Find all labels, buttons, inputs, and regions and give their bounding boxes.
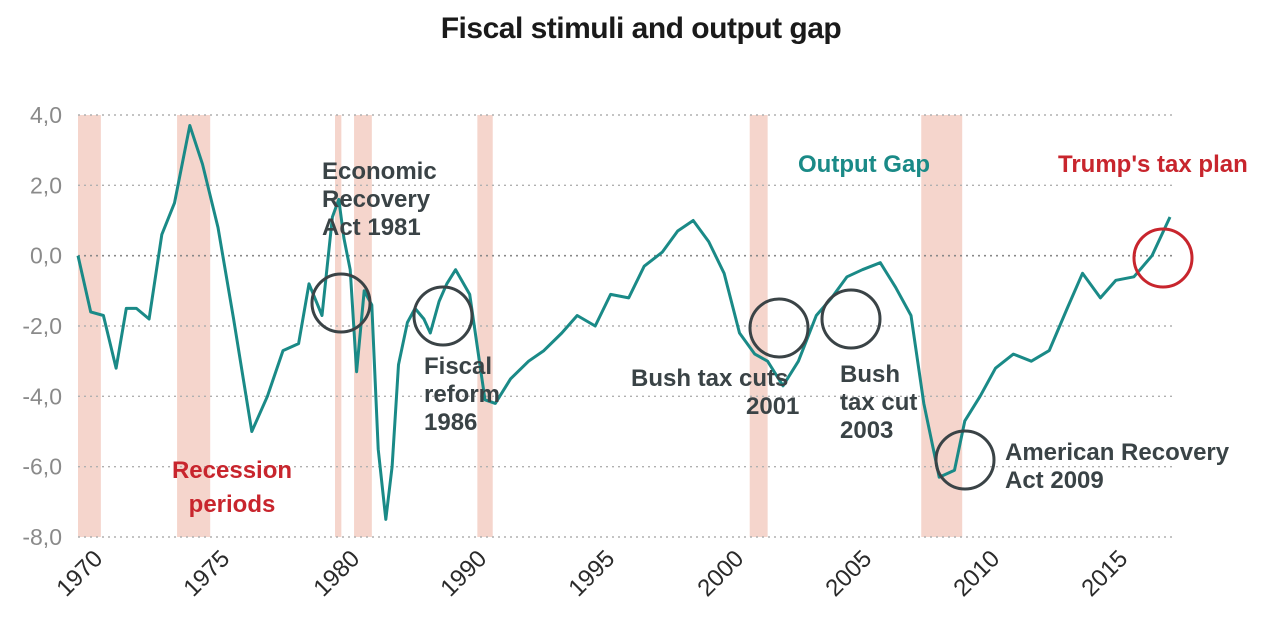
x-tick-label: 2010: [948, 545, 1005, 602]
x-tick-label: 1975: [178, 545, 235, 602]
y-tick-label: 4,0: [30, 102, 62, 128]
fiscal-reform-label-line3: 1986: [424, 409, 477, 436]
bush-2001-label-line1: Bush tax cuts: [631, 365, 788, 392]
erta-circle: [310, 272, 372, 334]
fiscal-reform-label-line1: Fiscal: [424, 353, 492, 380]
x-tick-label: 2005: [820, 545, 877, 602]
trump-label: Trump's tax plan: [1058, 151, 1248, 178]
y-tick-label: 0,0: [30, 243, 62, 269]
bush-2003-label-line1: Bush: [840, 361, 900, 388]
recession-band-4: [477, 115, 493, 537]
bush-2001-circle: [748, 297, 810, 359]
y-tick-label: 2,0: [30, 172, 62, 198]
fiscal-reform-label-line2: reform: [424, 381, 500, 408]
recession-band-0: [78, 115, 101, 537]
y-axis: 4,0 2,0 0,0 -2,0 -4,0 -6,0 -8,0: [22, 102, 62, 550]
output-gap-line: [76, 124, 1172, 521]
recession-bands: [78, 115, 963, 537]
x-tick-label: 2000: [692, 545, 749, 602]
bush-2003-label-line3: 2003: [840, 417, 893, 444]
recession-band-5: [749, 115, 768, 537]
recession-band-6: [921, 115, 963, 537]
recession-band-3: [354, 115, 372, 537]
x-axis: 1970 1975 1980 1990 1995 2000 2005 2010 2015: [51, 545, 1133, 602]
x-tick-label: 1990: [435, 545, 492, 602]
y-tick-label: -4,0: [22, 383, 62, 409]
arra-label-line1: American Recovery: [1005, 439, 1230, 466]
x-tick-label: 1970: [51, 545, 108, 602]
trump-circle: [1132, 227, 1194, 289]
arra-label-line2: Act 2009: [1005, 467, 1104, 494]
erta-label-line3: Act 1981: [322, 214, 421, 241]
bush-2003-circle: [820, 288, 882, 350]
recession-label-line2: periods: [189, 491, 276, 518]
erta-label-line2: Recovery: [322, 186, 431, 213]
recession-label-line1: Recession: [172, 457, 292, 484]
y-tick-label: -6,0: [22, 454, 62, 480]
fiscal-reform-circle: [412, 285, 474, 347]
chart-title: Fiscal stimuli and output gap: [440, 12, 842, 45]
y-tick-label: -2,0: [22, 313, 62, 339]
arra-circle: [934, 429, 996, 491]
erta-label-line1: Economic: [322, 158, 437, 185]
x-tick-label: 1980: [308, 545, 365, 602]
recession-band-2: [335, 115, 342, 537]
x-tick-label: 1995: [563, 545, 620, 602]
x-tick-label: 2015: [1076, 545, 1133, 602]
bush-2003-label-line2: tax cut: [840, 389, 917, 416]
y-tick-label: -8,0: [22, 524, 62, 550]
output-gap-label: Output Gap: [798, 151, 930, 178]
annotations: Recession periods Output Gap Trump's tax…: [172, 151, 1248, 518]
bush-2001-label-line2: 2001: [746, 393, 799, 420]
